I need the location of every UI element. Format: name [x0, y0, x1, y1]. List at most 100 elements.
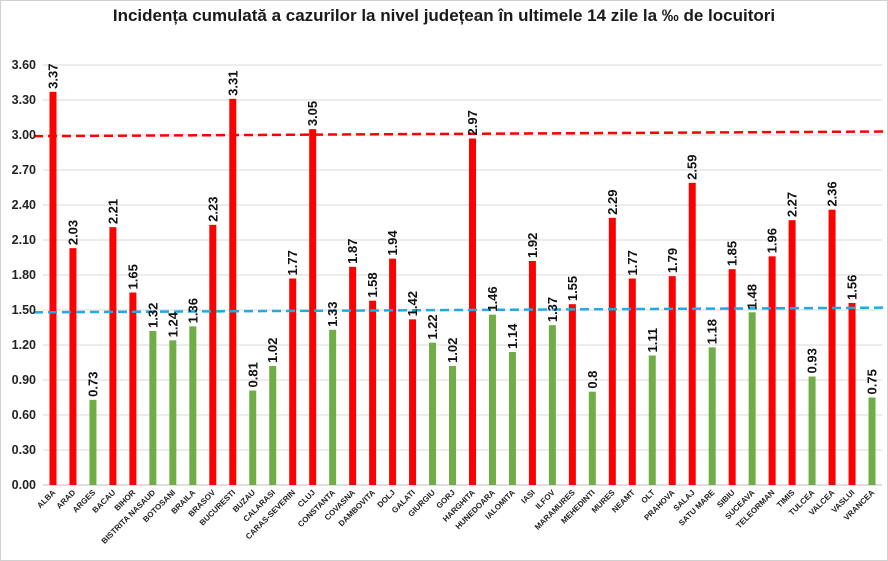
bar	[768, 256, 776, 485]
y-tick-label: 3.60	[12, 58, 36, 72]
data-label: 1.02	[265, 338, 280, 363]
bar	[129, 292, 137, 485]
bars	[49, 91, 876, 486]
data-label: 1.77	[285, 250, 300, 275]
data-label: 1.11	[645, 328, 660, 353]
bar	[868, 397, 876, 485]
data-label: 1.96	[765, 228, 780, 253]
threshold-lines	[33, 130, 887, 314]
bar	[89, 399, 97, 485]
threshold-line	[33, 130, 887, 138]
bar	[488, 314, 496, 485]
data-label: 3.31	[225, 71, 240, 96]
bar	[309, 129, 317, 485]
data-label: 1.55	[565, 276, 580, 301]
data-label: 1.58	[365, 272, 380, 297]
chart-title: Incidența cumulată a cazurilor la nivel …	[112, 6, 776, 25]
data-label: 2.29	[605, 190, 620, 215]
y-tick-label: 0.90	[12, 373, 36, 387]
data-label: 0.73	[85, 372, 100, 397]
data-label: 1.02	[445, 338, 460, 363]
bar	[69, 248, 77, 485]
bar	[708, 347, 716, 485]
data-label: 1.77	[625, 250, 640, 275]
data-label: 1.46	[485, 286, 500, 311]
data-label: 1.87	[345, 239, 360, 264]
data-label: 1.36	[185, 298, 200, 323]
y-tick-label: 2.70	[12, 163, 36, 177]
bar	[329, 329, 337, 485]
bar	[249, 390, 257, 485]
bar	[468, 138, 476, 485]
bar	[189, 326, 197, 485]
data-label: 2.97	[465, 110, 480, 135]
data-label: 1.65	[125, 264, 140, 289]
bar	[169, 340, 177, 485]
y-tick-label: 3.30	[12, 93, 36, 107]
data-label: 0.93	[805, 348, 820, 373]
data-label: 1.92	[525, 233, 540, 258]
bar	[628, 278, 636, 485]
data-label: 0.81	[245, 362, 260, 387]
bar	[449, 366, 457, 485]
bar	[688, 182, 696, 486]
data-label: 2.21	[105, 199, 120, 224]
y-tick-label: 2.10	[12, 233, 36, 247]
bar	[808, 376, 816, 485]
bar	[229, 98, 237, 485]
data-label: 1.42	[405, 291, 420, 316]
data-label: 0.8	[585, 371, 600, 389]
y-tick-label: 3.00	[12, 128, 36, 142]
bar	[728, 269, 736, 485]
data-label: 1.79	[665, 248, 680, 273]
x-tick-label: OLT	[639, 488, 656, 505]
data-label: 1.24	[165, 311, 180, 337]
bar	[109, 227, 117, 485]
gridlines	[43, 64, 882, 486]
data-label: 1.32	[145, 303, 160, 328]
bar	[528, 261, 536, 485]
bar	[409, 319, 417, 485]
bar	[289, 278, 297, 485]
bar	[608, 217, 616, 486]
data-label: 1.14	[505, 323, 520, 349]
data-label: 2.59	[685, 155, 700, 180]
bar	[848, 303, 856, 485]
y-tick-label: 0.30	[12, 443, 36, 457]
threshold-line	[33, 306, 887, 314]
data-label: 2.27	[785, 192, 800, 217]
y-tick-label: 0.60	[12, 408, 36, 422]
bar	[668, 276, 676, 485]
bar	[49, 91, 57, 485]
bar	[508, 352, 516, 485]
bar	[828, 209, 836, 485]
y-tick-label: 1.80	[12, 268, 36, 282]
y-tick-label: 0.00	[12, 478, 36, 492]
bar	[389, 258, 397, 485]
data-label: 1.56	[845, 275, 860, 300]
y-tick-label: 2.40	[12, 198, 36, 212]
y-tick-label: 1.20	[12, 338, 36, 352]
data-label: 1.48	[745, 284, 760, 309]
bar	[588, 391, 596, 485]
bar	[648, 355, 656, 485]
data-label: 2.03	[65, 220, 80, 245]
bar	[429, 342, 437, 485]
bar	[209, 224, 217, 486]
data-label: 1.18	[705, 319, 720, 344]
data-label: 1.22	[425, 314, 440, 339]
data-label: 1.37	[545, 297, 560, 322]
bar	[369, 300, 377, 485]
data-label: 2.36	[825, 181, 840, 206]
x-tick-label: IASI	[519, 488, 536, 505]
x-tick-label: ALBA	[35, 488, 57, 510]
bar	[788, 220, 796, 485]
bar	[149, 331, 157, 485]
data-label: 1.33	[325, 302, 340, 327]
bar	[568, 304, 576, 485]
bar	[548, 325, 556, 485]
data-label: 2.23	[205, 197, 220, 222]
